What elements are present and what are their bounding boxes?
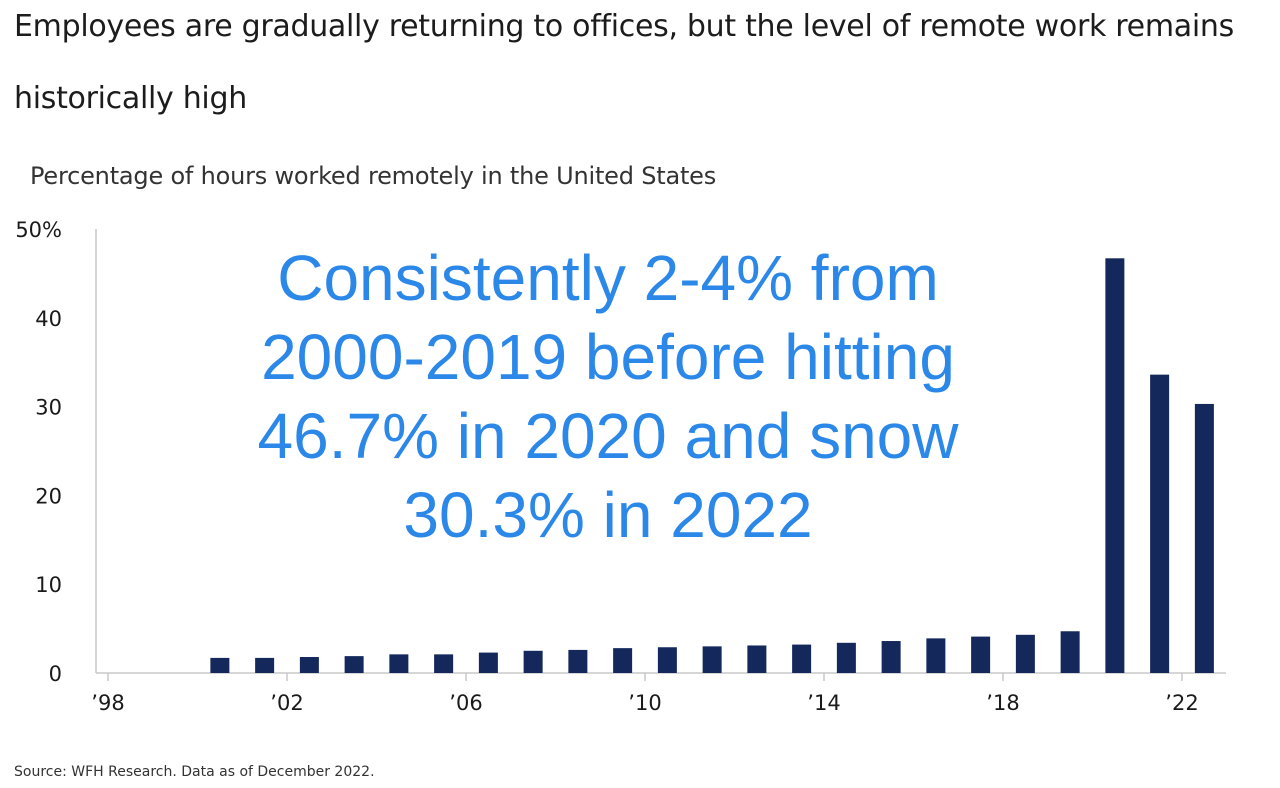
annotation-line-3: 46.7% in 2020 and snow — [258, 400, 960, 472]
bar-2005 — [434, 654, 454, 673]
bar-2010 — [657, 647, 677, 673]
bar-2011 — [702, 646, 722, 673]
y-tick-label: 10 — [35, 573, 62, 597]
bar-2019 — [1060, 631, 1080, 673]
y-tick-label: 20 — [35, 484, 62, 508]
y-tick-label: 30 — [35, 396, 62, 420]
bar-2014 — [836, 642, 856, 673]
bar-2012 — [747, 645, 767, 673]
bar-2001 — [255, 657, 275, 673]
bar-2008 — [568, 649, 588, 673]
x-tick-label: ’18 — [986, 691, 1019, 715]
bar-2017 — [971, 636, 991, 673]
chart-headline: Employees are gradually returning to off… — [14, 8, 1264, 117]
bar-2009 — [613, 648, 633, 673]
bar-2022 — [1194, 403, 1214, 673]
x-tick-label: ’10 — [628, 691, 661, 715]
bar-2004 — [389, 654, 409, 673]
bar-2018 — [1015, 634, 1035, 673]
x-tick-label: ’22 — [1165, 691, 1198, 715]
source-note: Source: WFH Research. Data as of Decembe… — [14, 764, 375, 780]
bar-2013 — [792, 644, 812, 673]
bar-2021 — [1150, 374, 1170, 673]
y-tick-label: 40 — [35, 307, 62, 331]
annotation-line-1: Consistently 2-4% from — [277, 242, 939, 314]
chart-title: Percentage of hours worked remotely in t… — [30, 162, 717, 190]
y-tick-label: 50% — [15, 218, 62, 242]
headline-line-2: historically high — [14, 81, 247, 116]
bar-2016 — [926, 638, 946, 673]
bar-2020 — [1105, 258, 1125, 673]
bar-2015 — [881, 641, 901, 673]
y-tick-label: 0 — [49, 662, 62, 686]
annotation-line-2: 2000-2019 before hitting — [261, 321, 955, 393]
bar-2007 — [523, 650, 543, 673]
x-tick-label: ’02 — [270, 691, 303, 715]
bar-2000 — [210, 657, 230, 673]
headline-line-1: Employees are gradually returning to off… — [14, 9, 1234, 44]
annotation-line-4: 30.3% in 2022 — [403, 479, 812, 551]
bar-2002 — [299, 657, 319, 673]
bar-2006 — [478, 652, 498, 673]
x-tick-label: ’06 — [449, 691, 482, 715]
x-tick-label: ’98 — [91, 691, 124, 715]
bar-2003 — [344, 656, 364, 673]
x-tick-label: ’14 — [807, 691, 840, 715]
